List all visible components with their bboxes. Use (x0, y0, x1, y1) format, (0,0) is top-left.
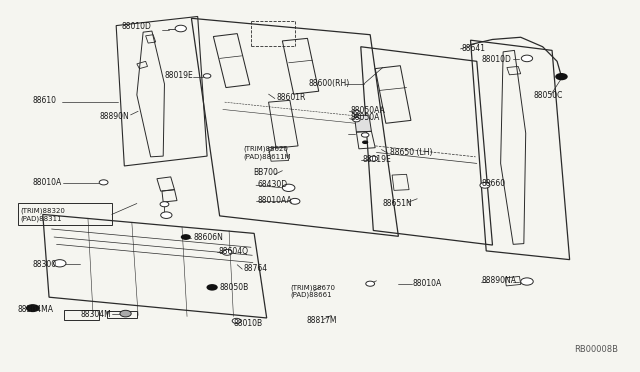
Circle shape (353, 118, 360, 122)
Circle shape (161, 212, 172, 218)
Text: 88010A: 88010A (33, 178, 62, 187)
Text: 88010B: 88010B (234, 318, 262, 328)
Text: 88641: 88641 (461, 44, 485, 53)
Text: (TRIM)88620: (TRIM)88620 (243, 145, 289, 152)
Text: 88660: 88660 (482, 179, 506, 187)
Text: 88600(RH): 88600(RH) (308, 79, 350, 88)
Circle shape (160, 202, 169, 207)
Text: 88604Q: 88604Q (218, 247, 248, 256)
Text: 88650 (LH): 88650 (LH) (390, 148, 433, 157)
Text: 88890NA: 88890NA (482, 276, 517, 285)
Circle shape (362, 133, 369, 137)
Text: (PAD)88611M: (PAD)88611M (243, 154, 291, 160)
Text: 88764: 88764 (243, 264, 268, 273)
Text: 88651N: 88651N (383, 199, 412, 208)
Circle shape (180, 234, 191, 240)
Circle shape (522, 55, 532, 62)
Text: 88817M: 88817M (306, 316, 337, 325)
Circle shape (353, 110, 360, 115)
Circle shape (290, 198, 300, 204)
Text: 88610: 88610 (33, 96, 57, 105)
Circle shape (555, 73, 568, 80)
Text: (PAD)88661: (PAD)88661 (290, 291, 332, 298)
Text: (PAD)88311: (PAD)88311 (20, 215, 62, 222)
Text: 88601R: 88601R (276, 93, 305, 102)
Circle shape (521, 278, 533, 285)
Circle shape (366, 281, 374, 286)
Circle shape (282, 184, 295, 192)
Circle shape (207, 284, 218, 291)
Text: 88050B: 88050B (220, 283, 249, 292)
Text: RB00008B: RB00008B (574, 346, 618, 355)
Circle shape (54, 260, 66, 267)
Text: 88304MA: 88304MA (18, 305, 54, 314)
Circle shape (222, 250, 232, 255)
Text: (TRIM)88320: (TRIM)88320 (20, 208, 65, 214)
Text: 68430D: 68430D (257, 180, 287, 189)
Circle shape (362, 141, 368, 144)
Text: 88606N: 88606N (193, 233, 223, 242)
Circle shape (120, 310, 131, 317)
Text: 88304M: 88304M (81, 310, 111, 319)
Text: 88010D: 88010D (121, 22, 151, 31)
Circle shape (99, 180, 108, 185)
Text: 88019E: 88019E (363, 155, 392, 164)
Text: BB700: BB700 (253, 168, 278, 177)
Text: 88050C: 88050C (533, 91, 563, 100)
Polygon shape (355, 115, 371, 132)
Text: 88890N: 88890N (99, 112, 129, 121)
Text: 88010AA: 88010AA (257, 196, 292, 205)
Text: 88010D: 88010D (482, 55, 512, 64)
Circle shape (175, 25, 186, 32)
Text: 88019E: 88019E (164, 71, 193, 80)
Circle shape (369, 156, 378, 161)
Circle shape (480, 182, 490, 188)
Text: (TRIM)88670: (TRIM)88670 (290, 284, 335, 291)
Circle shape (204, 74, 211, 78)
Text: 88010A: 88010A (413, 279, 442, 288)
Text: 88050AA: 88050AA (350, 106, 385, 115)
Text: 88300: 88300 (33, 260, 57, 269)
Text: 88050A: 88050A (350, 113, 380, 122)
Circle shape (26, 304, 40, 312)
Circle shape (232, 318, 241, 323)
